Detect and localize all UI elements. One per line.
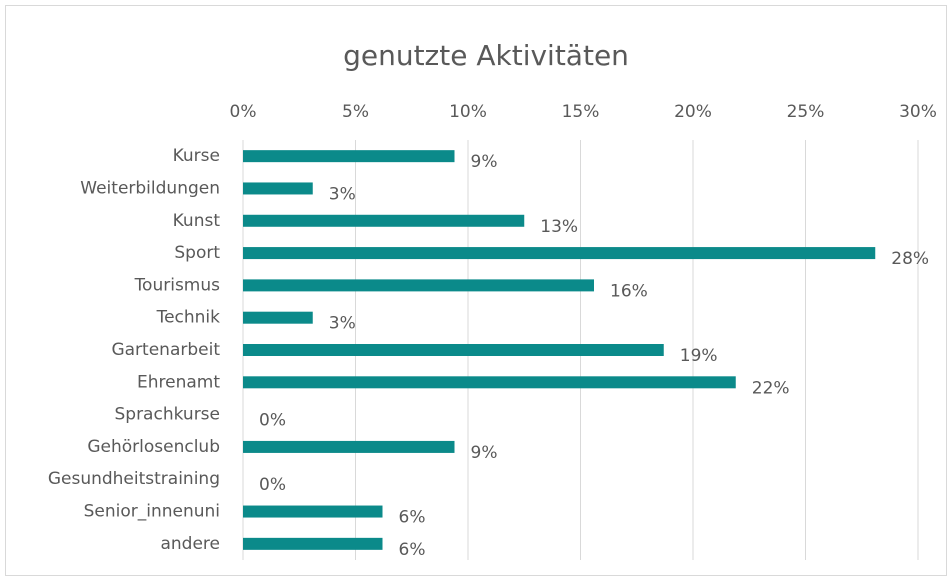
y-tick-label: Gehörlosenclub bbox=[87, 437, 220, 457]
data-label: 9% bbox=[471, 152, 498, 172]
bar bbox=[243, 537, 383, 550]
data-label: 0% bbox=[259, 411, 286, 431]
bar bbox=[243, 440, 455, 453]
y-tick-label: Sprachkurse bbox=[114, 405, 220, 425]
data-label: 0% bbox=[259, 475, 286, 495]
data-label: 13% bbox=[540, 217, 578, 237]
x-tick-label: 30% bbox=[899, 102, 937, 122]
bar bbox=[243, 279, 594, 292]
data-label: 6% bbox=[399, 508, 426, 528]
y-tick-label: Kurse bbox=[173, 146, 220, 166]
data-label: 3% bbox=[329, 184, 356, 204]
x-tick-label: 25% bbox=[787, 102, 825, 122]
bar bbox=[243, 311, 313, 324]
bar bbox=[243, 376, 736, 389]
y-tick-label: Weiterbildungen bbox=[80, 178, 220, 198]
x-tick-label: 10% bbox=[449, 102, 487, 122]
bar bbox=[243, 150, 455, 163]
y-tick-label: Gartenarbeit bbox=[111, 340, 220, 360]
y-tick-label: Senior_innenuni bbox=[84, 502, 220, 522]
bar bbox=[243, 182, 313, 195]
data-label: 28% bbox=[891, 249, 929, 269]
data-label: 6% bbox=[399, 540, 426, 560]
y-tick-label: Technik bbox=[156, 308, 221, 328]
x-tick-label: 5% bbox=[342, 102, 369, 122]
x-tick-label: 15% bbox=[562, 102, 600, 122]
bar bbox=[243, 505, 383, 518]
data-label: 19% bbox=[680, 346, 718, 366]
y-tick-label: andere bbox=[160, 534, 220, 554]
data-label: 3% bbox=[329, 314, 356, 334]
data-label: 16% bbox=[610, 281, 648, 301]
y-tick-label: Tourismus bbox=[134, 275, 221, 295]
y-tick-label: Gesundheitstraining bbox=[48, 469, 220, 489]
data-label: 22% bbox=[752, 378, 790, 398]
x-tick-label: 0% bbox=[230, 102, 257, 122]
y-tick-label: Ehrenamt bbox=[137, 372, 220, 392]
bar bbox=[243, 214, 525, 227]
x-tick-label: 20% bbox=[674, 102, 712, 122]
y-tick-label: Kunst bbox=[173, 211, 221, 231]
bar bbox=[243, 344, 664, 356]
data-label: 9% bbox=[471, 443, 498, 463]
chart-title: genutzte Aktivitäten bbox=[343, 39, 629, 72]
y-tick-label: Sport bbox=[174, 243, 220, 263]
bar bbox=[243, 247, 876, 260]
